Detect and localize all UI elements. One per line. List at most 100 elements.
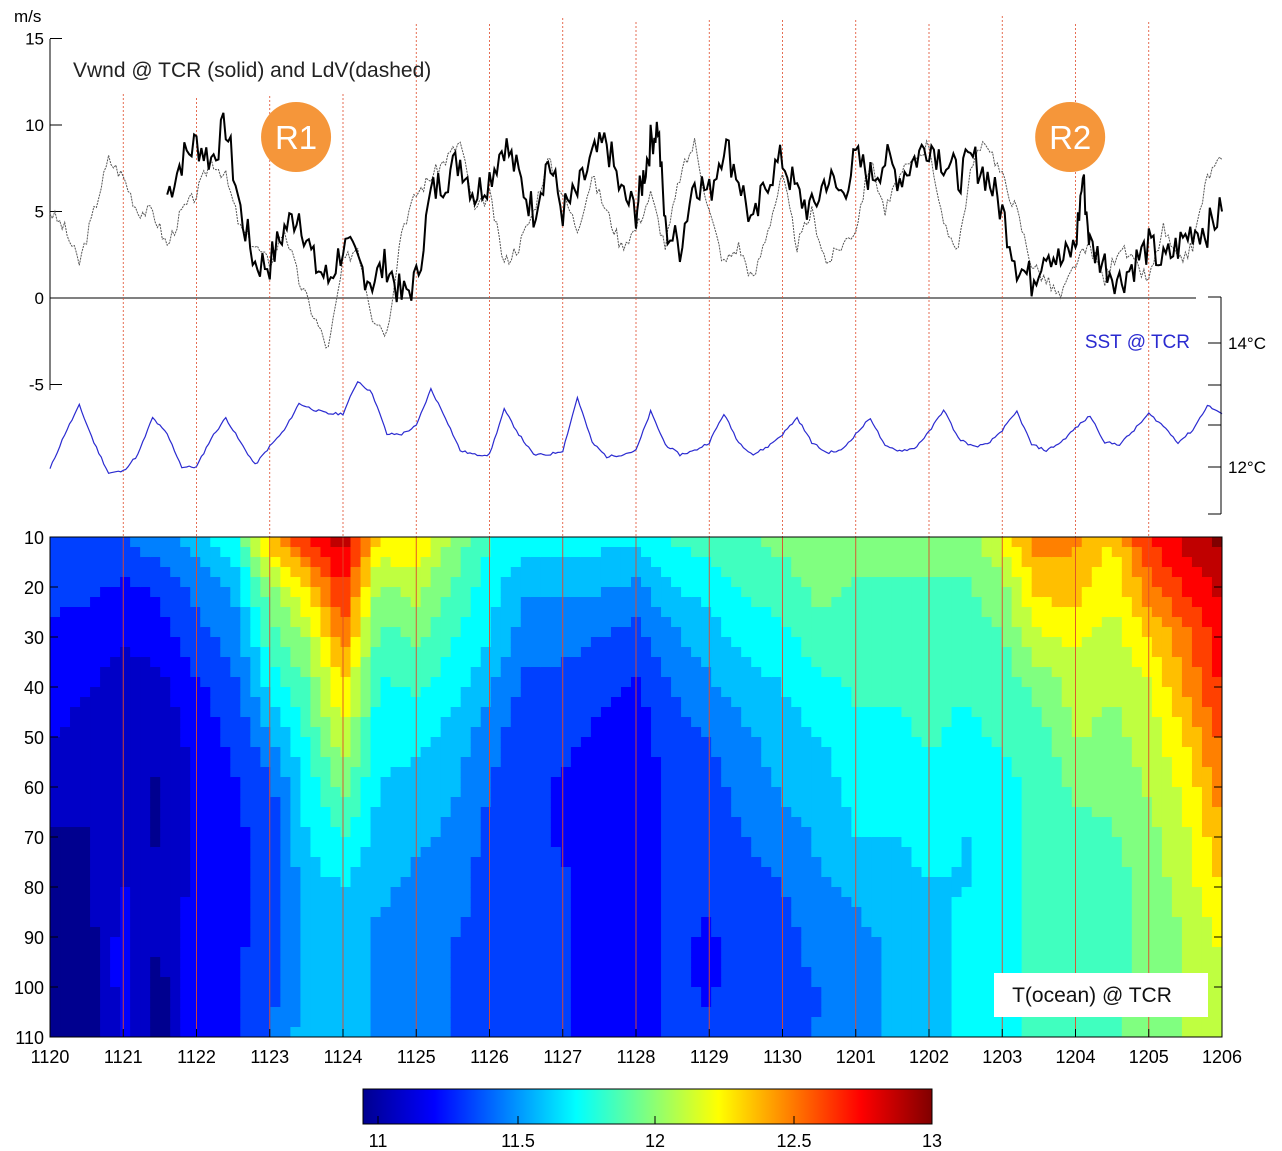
heatmap-cell: [1021, 607, 1033, 618]
heatmap-cell: [270, 557, 281, 568]
heatmap-cell: [691, 747, 702, 758]
heatmap-cell: [711, 717, 722, 728]
heatmap-cell: [901, 627, 913, 638]
heatmap-cell: [851, 807, 862, 818]
heatmap-cell: [60, 777, 71, 788]
heatmap-cell: [851, 1017, 862, 1028]
heatmap-cell: [120, 697, 131, 708]
heatmap-cell: [901, 867, 913, 878]
heatmap-cell: [681, 567, 692, 578]
heatmap-cell: [761, 567, 772, 578]
heatmap-cell: [150, 667, 161, 678]
heatmap-cell: [460, 667, 472, 678]
heatmap-cell: [370, 647, 382, 658]
heatmap-cell: [200, 607, 211, 618]
heatmap-cell: [751, 1017, 762, 1028]
heatmap-cell: [741, 937, 752, 948]
heatmap-cell: [741, 947, 752, 958]
heatmap-cell: [130, 817, 141, 828]
heatmap-cell: [881, 1027, 893, 1037]
heatmap-cell: [891, 707, 903, 718]
heatmap-cell: [991, 757, 1003, 768]
heatmap-cell: [420, 1017, 432, 1028]
heatmap-cell: [1011, 607, 1023, 618]
heatmap-cell: [921, 997, 933, 1008]
heatmap-cell: [901, 797, 913, 808]
heatmap-cell: [470, 867, 482, 878]
heatmap-cell: [851, 967, 862, 978]
heatmap-cell: [390, 837, 402, 848]
heatmap-cell: [380, 747, 392, 758]
heatmap-cell: [270, 777, 281, 788]
heatmap-cell: [550, 617, 562, 628]
heatmap-cell: [350, 987, 362, 998]
heatmap-cell: [80, 627, 91, 638]
heatmap-cell: [190, 1017, 201, 1028]
heatmap-cell: [130, 887, 141, 898]
heatmap-cell: [851, 637, 862, 648]
heatmap-cell: [330, 837, 342, 848]
heatmap-cell: [350, 1007, 362, 1018]
heatmap-cell: [921, 557, 933, 568]
heatmap-cell: [951, 817, 963, 828]
heatmap-cell: [530, 627, 542, 638]
heatmap-cell: [340, 757, 352, 768]
heatmap-cell: [540, 677, 552, 688]
heatmap-cell: [941, 857, 953, 868]
heatmap-cell: [90, 917, 101, 928]
heatmap-cell: [480, 557, 492, 568]
heatmap-cell: [610, 737, 622, 748]
heatmap-cell: [250, 737, 261, 748]
heatmap-cell: [610, 577, 622, 588]
heatmap-cell: [881, 917, 893, 928]
heatmap-cell: [260, 807, 271, 818]
heatmap-cell: [430, 867, 442, 878]
heatmap-cell: [190, 927, 201, 938]
heatmap-cell: [761, 947, 772, 958]
heatmap-cell: [831, 737, 842, 748]
heatmap-cell: [851, 787, 862, 798]
heatmap-cell: [370, 587, 382, 598]
heatmap-cell: [871, 537, 883, 548]
heatmap-cell: [520, 797, 532, 808]
heatmap-cell: [711, 937, 722, 948]
heatmap-cell: [600, 847, 612, 858]
heatmap-cell: [380, 877, 392, 888]
heatmap-cell: [951, 1017, 963, 1028]
heatmap-cell: [310, 547, 322, 558]
heatmap-cell: [791, 657, 802, 668]
heatmap-cell: [170, 617, 181, 628]
heatmap-cell: [701, 587, 712, 598]
heatmap-cell: [100, 727, 111, 738]
heatmap-cell: [440, 887, 452, 898]
heatmap-cell: [200, 617, 211, 628]
heatmap-cell: [280, 717, 292, 728]
heatmap-cell: [110, 787, 121, 798]
heatmap-cell: [661, 1007, 672, 1018]
heatmap-cell: [1031, 837, 1043, 848]
heatmap-cell: [430, 997, 442, 1008]
heatmap-cell: [971, 1017, 983, 1028]
heatmap-cell: [881, 1017, 893, 1028]
heatmap-cell: [861, 927, 872, 938]
heatmap-cell: [831, 727, 842, 738]
heatmap-cell: [440, 1017, 452, 1028]
heatmap-cell: [741, 897, 752, 908]
heatmap-cell: [60, 787, 71, 798]
heatmap-cell: [470, 817, 482, 828]
heatmap-cell: [190, 887, 201, 898]
heatmap-cell: [50, 787, 61, 798]
heatmap-cell: [941, 1017, 953, 1028]
heatmap-cell: [711, 767, 722, 778]
heatmap-cell: [340, 677, 352, 688]
heatmap-cell: [490, 557, 502, 568]
heatmap-cell: [290, 727, 302, 738]
heatmap-cell: [150, 777, 161, 788]
heatmap-cell: [240, 827, 251, 838]
heatmap-cell: [290, 827, 302, 838]
heatmap-cell: [190, 657, 201, 668]
heatmap-cell: [921, 1007, 933, 1018]
heatmap-cell: [240, 617, 251, 628]
heatmap-cell: [220, 767, 231, 778]
heatmap-cell: [160, 747, 171, 758]
